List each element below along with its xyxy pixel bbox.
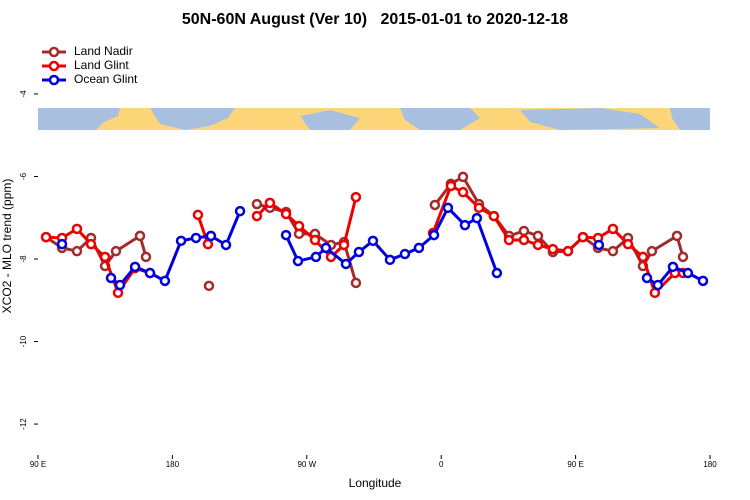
legend-label: Ocean Glint [74, 72, 138, 86]
x-tick-label: 0 [439, 460, 444, 469]
point [85, 238, 97, 250]
point [175, 235, 187, 247]
point [159, 275, 171, 287]
y-tick-label: -6 [19, 172, 28, 180]
point [641, 272, 653, 284]
point [503, 234, 515, 246]
point [646, 245, 658, 257]
point [677, 251, 689, 263]
point [459, 219, 471, 231]
point [488, 210, 500, 222]
point [384, 254, 396, 266]
point [350, 277, 362, 289]
x-axis-label: Longitude [349, 476, 402, 490]
point [280, 208, 292, 220]
x-tick-label: 90 W [297, 460, 316, 469]
point [429, 199, 441, 211]
point [652, 279, 664, 291]
point [367, 235, 379, 247]
point [518, 225, 530, 237]
point [251, 210, 263, 222]
point [445, 180, 457, 192]
point [129, 261, 141, 273]
series-line [45, 174, 685, 284]
point [192, 209, 204, 221]
point [105, 272, 117, 284]
point [593, 239, 605, 251]
point [320, 242, 332, 254]
point [71, 223, 83, 235]
point [280, 229, 292, 241]
point [292, 255, 304, 267]
point [140, 251, 152, 263]
point [607, 245, 619, 257]
point [457, 186, 469, 198]
legend-label: Land Nadir [74, 44, 133, 58]
point [413, 242, 425, 254]
legend-label: Land Glint [74, 58, 129, 72]
point [622, 238, 634, 250]
point [99, 251, 111, 263]
point [71, 245, 83, 257]
x-tick-label: 180 [166, 460, 180, 469]
point [114, 279, 126, 291]
x-tick-label: 180 [703, 460, 717, 469]
point [562, 245, 574, 257]
point [697, 275, 709, 287]
point [234, 205, 246, 217]
point [203, 280, 215, 292]
point [310, 251, 322, 263]
point [293, 220, 305, 232]
point [251, 198, 263, 210]
map-strip [38, 108, 710, 130]
point [671, 230, 683, 242]
point [457, 171, 469, 183]
point [473, 202, 485, 214]
point [56, 238, 68, 250]
point [682, 267, 694, 279]
series-line [45, 183, 683, 297]
point [309, 234, 321, 246]
y-tick-label: -10 [19, 335, 28, 347]
point [399, 248, 411, 260]
y-tick-label: -4 [19, 90, 28, 98]
point [353, 246, 365, 258]
x-tick-label: 90 E [567, 460, 583, 469]
x-tick-label: 90 E [30, 460, 46, 469]
point [190, 232, 202, 244]
y-tick-label: -12 [19, 418, 28, 430]
legend-marker [48, 46, 60, 58]
point [134, 230, 146, 242]
y-axis-label: XCO2 - MLO trend (ppm) [0, 179, 14, 314]
point [607, 223, 619, 235]
point [205, 230, 217, 242]
point [144, 267, 156, 279]
y-tick-label: -8 [19, 255, 28, 263]
point [220, 239, 232, 251]
point [518, 234, 530, 246]
point [338, 239, 350, 251]
point [202, 238, 214, 250]
point [40, 231, 52, 243]
point [547, 243, 559, 255]
point [442, 202, 454, 214]
point [532, 239, 544, 251]
point [264, 197, 276, 209]
point [532, 230, 544, 242]
point [577, 231, 589, 243]
point [667, 261, 679, 273]
point [340, 258, 352, 270]
point [350, 191, 362, 203]
point [637, 251, 649, 263]
legend-marker [48, 60, 60, 72]
legend-marker [48, 74, 60, 86]
point [428, 229, 440, 241]
point [471, 212, 483, 224]
point [110, 245, 122, 257]
point [491, 267, 503, 279]
chart-title: 50N-60N August (Ver 10) 2015-01-01 to 20… [182, 11, 568, 28]
